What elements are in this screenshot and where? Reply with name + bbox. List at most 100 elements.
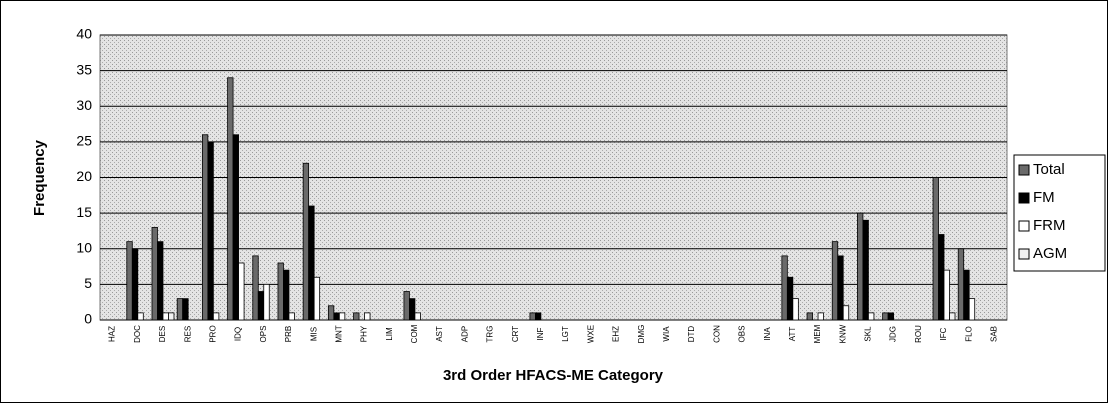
bar bbox=[862, 219, 869, 321]
bar bbox=[938, 234, 945, 321]
bar bbox=[327, 305, 335, 321]
x-tick-label: FLO bbox=[964, 326, 973, 342]
x-tick-label: COM bbox=[410, 324, 419, 343]
x-tick-label: EHZ bbox=[612, 326, 621, 342]
x-tick-label: CRT bbox=[511, 326, 520, 342]
bar bbox=[781, 255, 788, 321]
x-tick-label: ATT bbox=[788, 327, 797, 342]
bar bbox=[238, 262, 245, 321]
bar bbox=[137, 312, 144, 321]
bar bbox=[176, 298, 184, 321]
x-tick-label: SKL bbox=[864, 326, 873, 342]
y-tick-label: 30 bbox=[76, 97, 92, 113]
bar bbox=[207, 141, 214, 321]
x-tick-label: KNW bbox=[838, 324, 847, 343]
bar bbox=[887, 312, 895, 321]
bar bbox=[837, 255, 844, 321]
x-tick-label: INA bbox=[763, 327, 772, 341]
bar bbox=[333, 312, 340, 321]
y-tick-label: 0 bbox=[84, 311, 92, 327]
y-axis-label: Frequency bbox=[31, 139, 48, 216]
legend-label: FRM bbox=[1033, 217, 1066, 234]
bar bbox=[409, 298, 416, 321]
x-tick-label: DOC bbox=[133, 325, 142, 343]
x-tick-label: TRG bbox=[486, 326, 495, 343]
bar bbox=[283, 269, 290, 321]
y-tick-label: 40 bbox=[76, 26, 92, 42]
bar bbox=[201, 134, 209, 321]
bar bbox=[168, 312, 175, 321]
bar bbox=[857, 212, 864, 321]
x-tick-label: ADP bbox=[460, 326, 469, 342]
bar bbox=[257, 291, 265, 321]
x-tick-label: WIA bbox=[662, 326, 671, 342]
bar bbox=[957, 248, 965, 321]
bar bbox=[263, 283, 270, 321]
bar bbox=[842, 305, 850, 321]
y-tick-label: 15 bbox=[76, 204, 92, 220]
x-tick-label: AST bbox=[435, 326, 444, 342]
bar bbox=[943, 269, 950, 321]
y-tick-label: 35 bbox=[76, 61, 92, 77]
x-tick-label: PHY bbox=[360, 325, 369, 342]
bar bbox=[313, 276, 321, 321]
bar bbox=[949, 312, 956, 321]
legend-swatch bbox=[1018, 220, 1030, 232]
x-tick-label: SAB bbox=[990, 326, 999, 342]
bar bbox=[414, 312, 421, 321]
y-tick-label: 10 bbox=[76, 239, 92, 255]
bar bbox=[157, 241, 164, 321]
x-axis-label: 3rd Order HFACS-ME Category bbox=[443, 367, 664, 384]
bar bbox=[529, 312, 536, 321]
x-tick-label: MIS bbox=[309, 327, 318, 341]
x-tick-label: INF bbox=[536, 327, 545, 340]
x-tick-label: MEM bbox=[813, 324, 822, 343]
x-tick-label: PRB bbox=[284, 326, 293, 342]
bar bbox=[932, 177, 939, 321]
x-tick-label: IFC bbox=[939, 327, 948, 340]
x-tick-label: OBS bbox=[738, 326, 747, 343]
bar bbox=[817, 312, 824, 321]
x-tick-label: DMG bbox=[637, 325, 646, 344]
legend-swatch bbox=[1018, 192, 1030, 204]
bar bbox=[963, 269, 970, 321]
x-tick-label: IDQ bbox=[234, 327, 243, 341]
x-tick-label: LIM bbox=[385, 327, 394, 341]
bar bbox=[353, 312, 360, 321]
bar bbox=[403, 291, 410, 321]
bar bbox=[126, 241, 133, 321]
x-tick-label: DES bbox=[158, 326, 167, 342]
x-tick-label: RES bbox=[183, 326, 192, 342]
bar bbox=[212, 312, 220, 321]
bar bbox=[131, 248, 139, 321]
x-tick-label: PRO bbox=[208, 325, 217, 342]
bar bbox=[182, 298, 189, 321]
x-tick-label: OPS bbox=[259, 326, 268, 343]
x-tick-label: HAZ bbox=[108, 326, 117, 342]
legend-label: FM bbox=[1033, 189, 1055, 206]
x-tick-label: LGT bbox=[561, 326, 570, 342]
bar bbox=[364, 312, 371, 321]
bar bbox=[792, 298, 799, 321]
bar bbox=[308, 205, 315, 321]
y-tick-label: 25 bbox=[76, 133, 92, 149]
bar bbox=[252, 255, 259, 321]
x-tick-label: DTD bbox=[687, 326, 696, 343]
bar bbox=[151, 226, 158, 321]
x-tick-label: WXE bbox=[586, 325, 595, 343]
legend-label: AGM bbox=[1033, 245, 1067, 262]
x-tick-label: MNT bbox=[334, 325, 343, 342]
bar bbox=[232, 134, 239, 321]
x-tick-label: CON bbox=[712, 325, 721, 343]
bar bbox=[338, 312, 346, 321]
bar bbox=[882, 312, 889, 321]
bar bbox=[277, 262, 284, 321]
bar bbox=[302, 162, 310, 321]
bar bbox=[162, 312, 169, 321]
y-tick-label: 20 bbox=[76, 168, 92, 184]
x-tick-label: JDG bbox=[889, 326, 898, 342]
bar bbox=[227, 77, 234, 321]
bar bbox=[288, 312, 295, 321]
bar bbox=[831, 241, 839, 321]
